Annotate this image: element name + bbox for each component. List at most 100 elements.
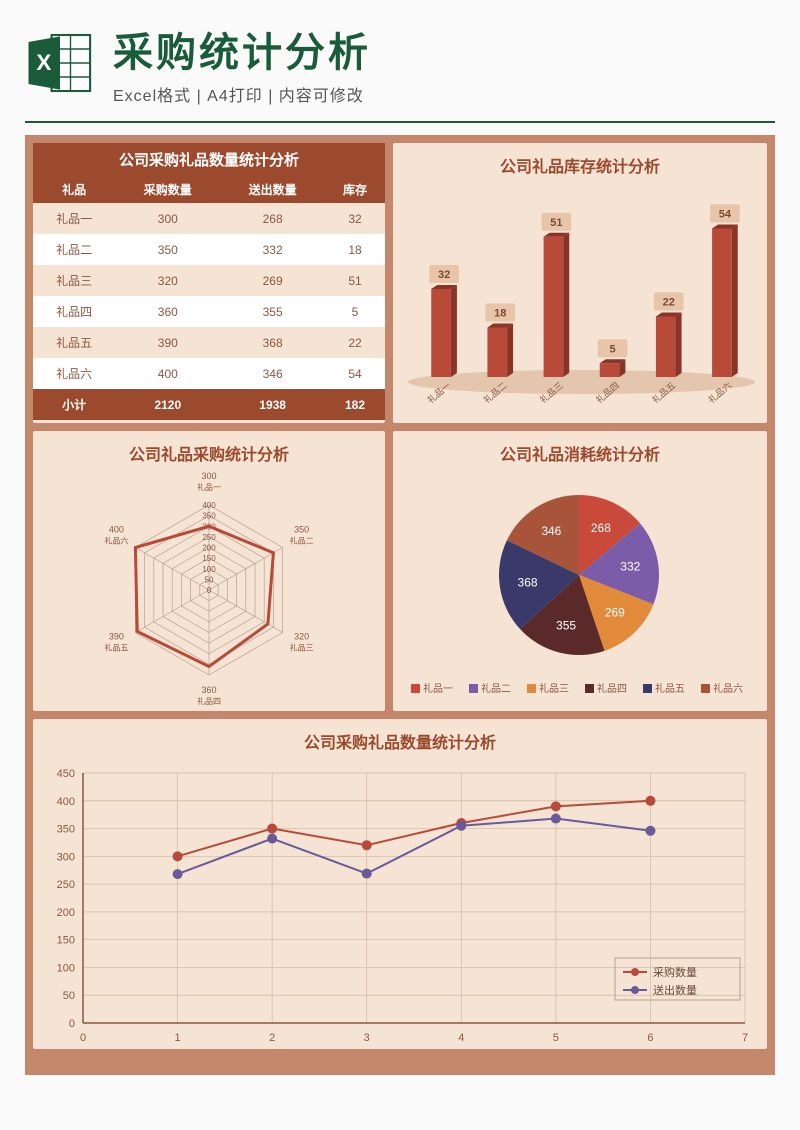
svg-text:7: 7: [742, 1032, 748, 1044]
svg-text:150: 150: [202, 554, 216, 563]
svg-text:400: 400: [57, 796, 75, 808]
svg-text:送出数量: 送出数量: [653, 983, 697, 997]
table-footer-cell: 小计: [33, 389, 115, 420]
data-table: 公司采购礼品数量统计分析 礼品采购数量送出数量库存 礼品一30026832礼品二…: [33, 143, 385, 420]
table-cell: 268: [220, 203, 325, 234]
page-title: 采购统计分析: [113, 20, 775, 78]
svg-text:269: 269: [605, 606, 625, 620]
table-cell: 355: [220, 296, 325, 327]
table-cell: 350: [115, 234, 220, 265]
table-panel: 公司采购礼品数量统计分析 礼品采购数量送出数量库存 礼品一30026832礼品二…: [33, 143, 385, 423]
header: X 采购统计分析 Excel格式 | A4打印 | 内容可修改: [0, 0, 800, 121]
svg-text:54: 54: [719, 209, 732, 221]
svg-text:6: 6: [647, 1032, 653, 1044]
svg-text:368: 368: [518, 576, 538, 590]
table-cell: 360: [115, 296, 220, 327]
svg-text:X: X: [36, 50, 51, 75]
svg-text:350: 350: [202, 512, 216, 521]
svg-text:400: 400: [202, 501, 216, 510]
table-cell: 32: [325, 203, 385, 234]
line-chart-title: 公司采购礼品数量统计分析: [33, 719, 767, 758]
table-cell: 400: [115, 358, 220, 389]
svg-text:采购数量: 采购数量: [653, 965, 697, 979]
table-cell: 22: [325, 327, 385, 358]
svg-text:332: 332: [620, 560, 640, 574]
svg-text:礼品一: 礼品一: [197, 482, 221, 492]
table-col-header: 礼品: [33, 176, 115, 203]
table-cell: 390: [115, 327, 220, 358]
line-chart-panel: 公司采购礼品数量统计分析 050100150200250300350400450…: [33, 719, 767, 1049]
svg-text:268: 268: [591, 521, 611, 535]
table-cell: 332: [220, 234, 325, 265]
svg-text:礼品二: 礼品二: [481, 682, 511, 695]
svg-text:50: 50: [205, 575, 214, 584]
pie-chart: 268332269355368346礼品一礼品二礼品三礼品四礼品五礼品六: [393, 470, 765, 710]
svg-text:100: 100: [202, 565, 216, 574]
svg-text:350: 350: [57, 824, 75, 836]
table-col-header: 库存: [325, 176, 385, 203]
table-footer-cell: 2120: [115, 389, 220, 420]
line-chart: 05010015020025030035040045001234567采购数量送…: [33, 758, 765, 1053]
svg-text:250: 250: [57, 879, 75, 891]
svg-text:300: 300: [201, 471, 216, 481]
table-footer-cell: 182: [325, 389, 385, 420]
svg-text:320: 320: [294, 632, 309, 642]
svg-text:200: 200: [202, 544, 216, 553]
divider: [25, 121, 775, 123]
pie-chart-title: 公司礼品消耗统计分析: [393, 431, 767, 470]
svg-text:355: 355: [556, 618, 576, 632]
radar-chart-panel: 公司礼品采购统计分析 050100150200250300350400300礼品…: [33, 431, 385, 711]
svg-text:450: 450: [57, 768, 75, 780]
svg-text:礼品五: 礼品五: [655, 682, 685, 695]
table-cell: 礼品二: [33, 234, 115, 265]
svg-text:100: 100: [57, 962, 75, 974]
table-row: 礼品六40034654: [33, 358, 385, 389]
svg-text:350: 350: [294, 525, 309, 535]
dashboard: 公司采购礼品数量统计分析 礼品采购数量送出数量库存 礼品一30026832礼品二…: [25, 135, 775, 1075]
table-row: 礼品三32026951: [33, 265, 385, 296]
svg-text:400: 400: [109, 525, 124, 535]
svg-text:0: 0: [69, 1018, 75, 1030]
svg-text:礼品三: 礼品三: [539, 682, 569, 695]
table-cell: 礼品三: [33, 265, 115, 296]
radar-chart-title: 公司礼品采购统计分析: [33, 431, 385, 470]
table-cell: 269: [220, 265, 325, 296]
svg-text:50: 50: [63, 990, 75, 1002]
svg-text:250: 250: [202, 533, 216, 542]
svg-text:22: 22: [663, 297, 675, 309]
table-cell: 346: [220, 358, 325, 389]
svg-text:1: 1: [175, 1032, 181, 1044]
radar-chart: 050100150200250300350400300礼品一350礼品二320礼…: [33, 470, 385, 710]
svg-text:礼品二: 礼品二: [290, 536, 314, 546]
table-cell: 礼品六: [33, 358, 115, 389]
svg-text:2: 2: [269, 1032, 275, 1044]
svg-text:礼品六: 礼品六: [104, 536, 128, 546]
svg-text:礼品四: 礼品四: [197, 696, 221, 706]
svg-text:5: 5: [610, 343, 616, 355]
table-footer-cell: 1938: [220, 389, 325, 420]
table-title: 公司采购礼品数量统计分析: [33, 143, 385, 176]
svg-text:礼品五: 礼品五: [104, 643, 128, 653]
svg-text:18: 18: [494, 308, 506, 320]
table-cell: 54: [325, 358, 385, 389]
table-cell: 5: [325, 296, 385, 327]
svg-text:0: 0: [80, 1032, 86, 1044]
svg-text:4: 4: [458, 1032, 464, 1044]
bar-chart: 32礼品一18礼品二51礼品三5礼品四22礼品五54礼品六: [393, 182, 765, 422]
svg-text:346: 346: [541, 524, 561, 538]
pie-chart-panel: 公司礼品消耗统计分析 268 332 269 355 368 346 礼品一 礼品二 礼品三 礼品…: [393, 431, 767, 711]
table-col-header: 采购数量: [115, 176, 220, 203]
svg-text:360: 360: [201, 685, 216, 695]
table-cell: 礼品四: [33, 296, 115, 327]
svg-text:礼品三: 礼品三: [290, 643, 314, 653]
svg-text:3: 3: [364, 1032, 370, 1044]
table-row: 礼品二35033218: [33, 234, 385, 265]
svg-text:礼品一: 礼品一: [423, 682, 453, 695]
svg-text:32: 32: [438, 269, 450, 281]
table-cell: 51: [325, 265, 385, 296]
svg-text:礼品四: 礼品四: [597, 682, 627, 695]
svg-text:150: 150: [57, 935, 75, 947]
svg-text:5: 5: [553, 1032, 559, 1044]
bar-chart-title: 公司礼品库存统计分析: [393, 143, 767, 182]
svg-text:390: 390: [109, 632, 124, 642]
